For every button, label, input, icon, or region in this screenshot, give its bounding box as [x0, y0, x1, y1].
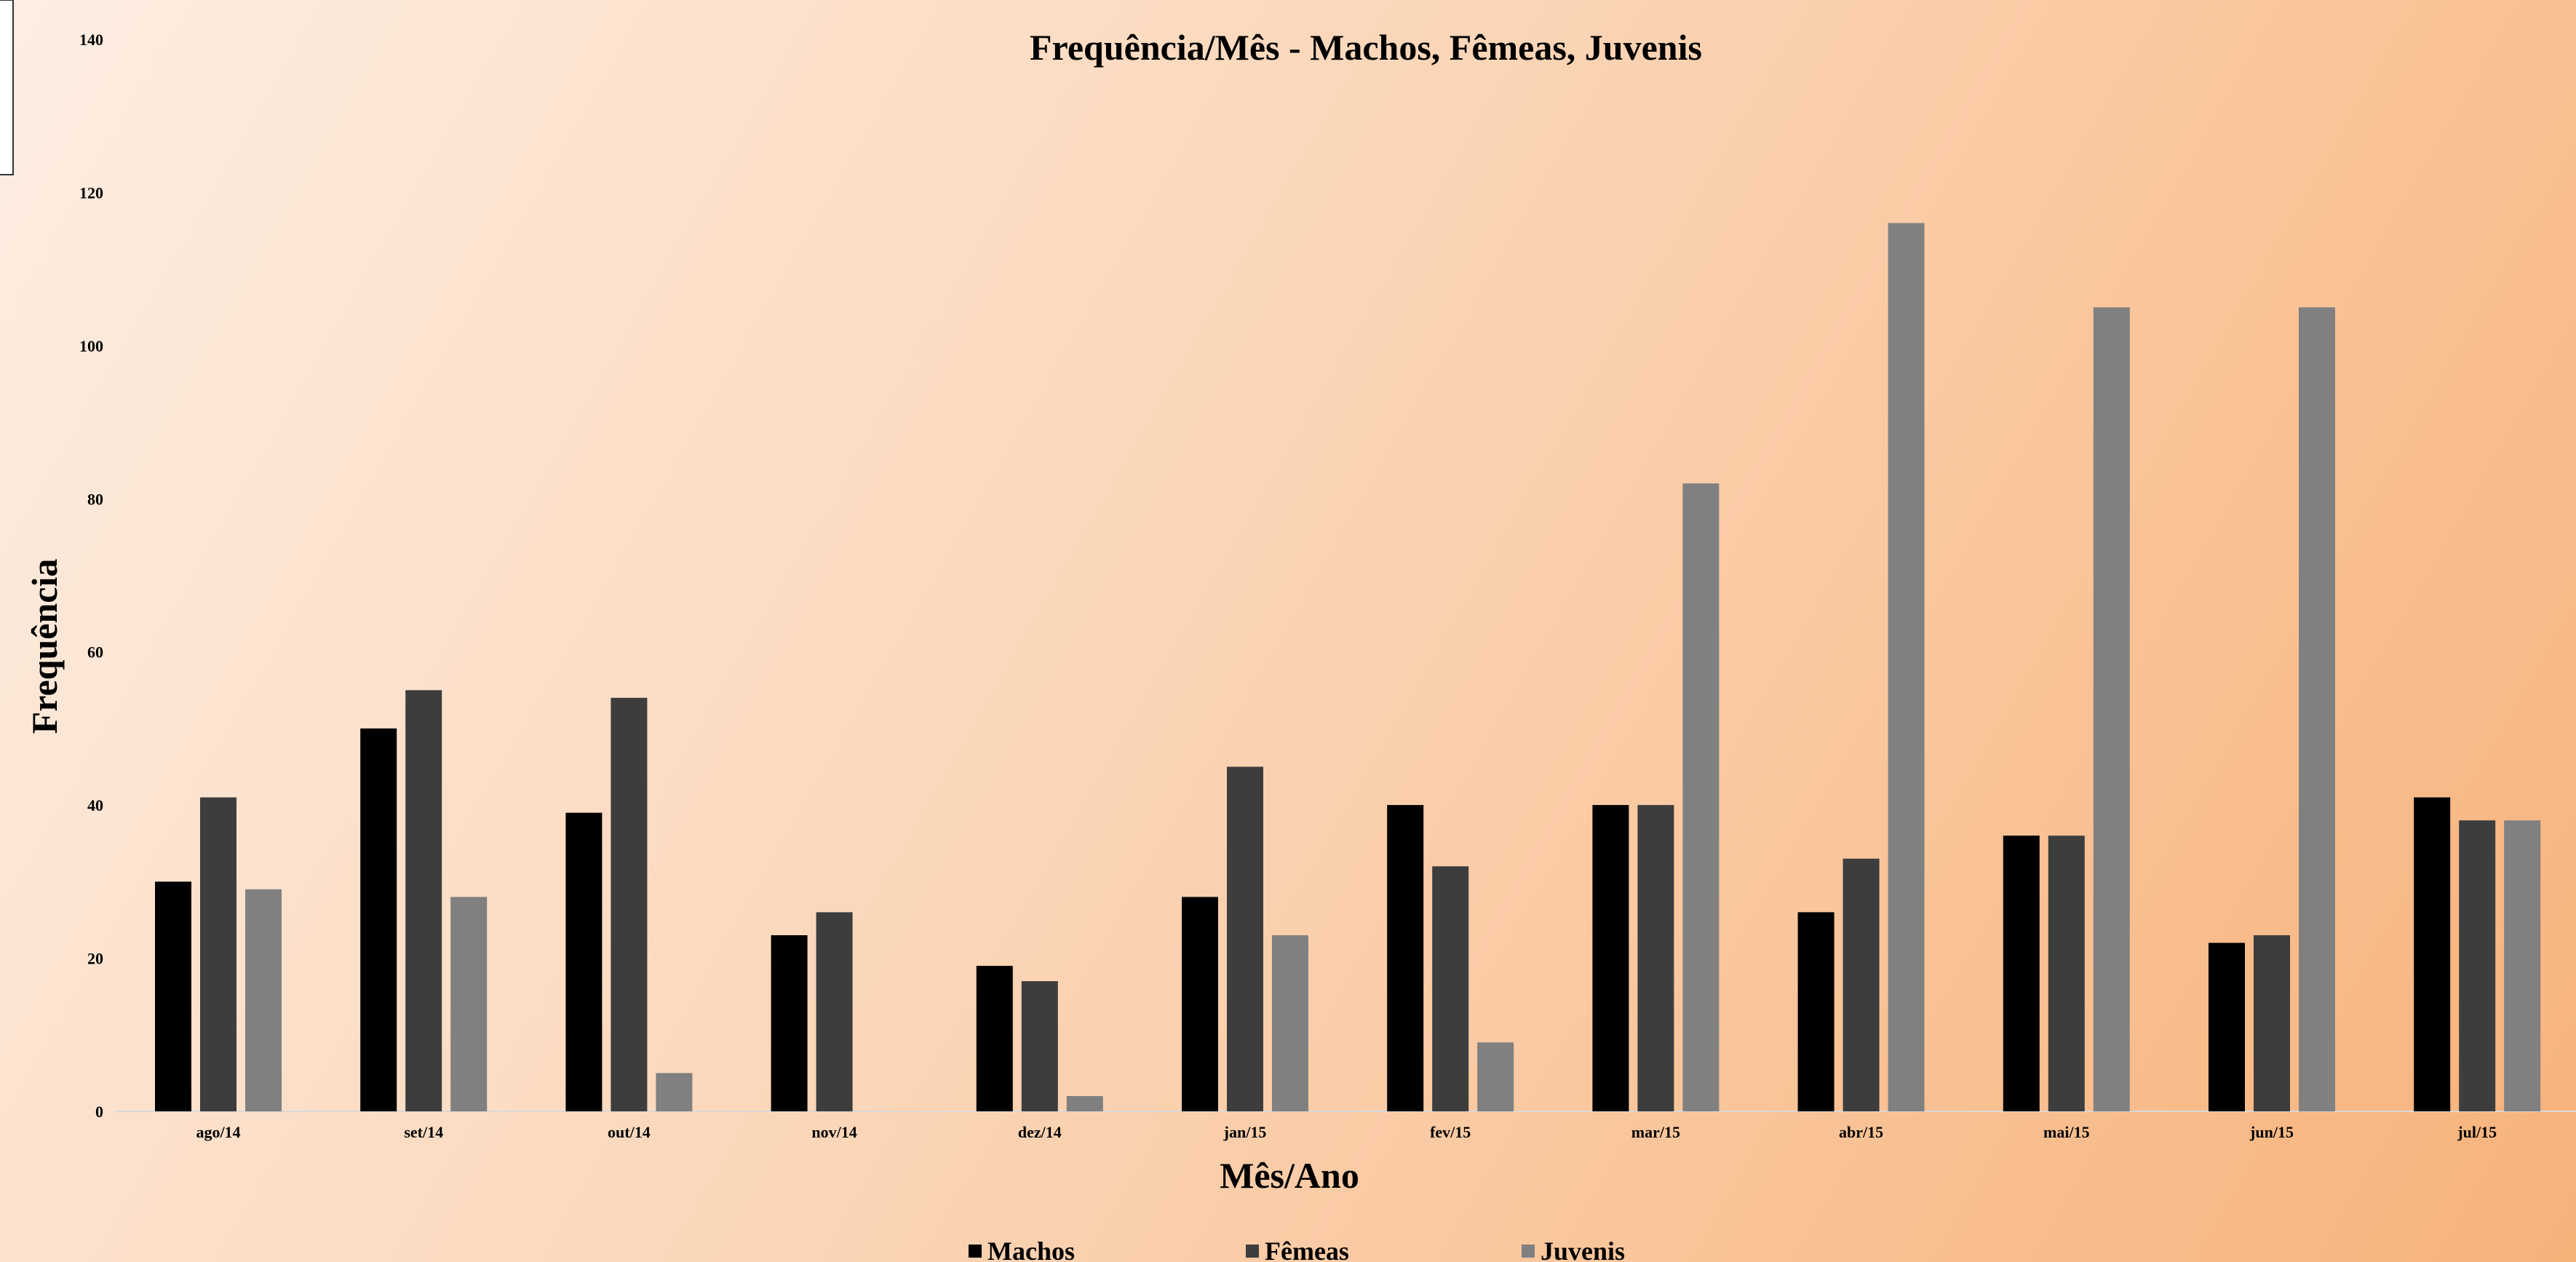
x-tick-label: out/14: [608, 1123, 651, 1141]
x-tick-label: set/14: [404, 1123, 443, 1141]
bar-f-meas-out-14: [611, 697, 648, 1111]
bar-machos-mai-15: [2003, 836, 2040, 1111]
bar-juvenis-jul-15: [2504, 820, 2541, 1111]
bar-machos-fev-15: [1387, 805, 1424, 1111]
y-tick-label: 20: [87, 950, 103, 968]
bar-f-meas-jan-15: [1227, 766, 1263, 1111]
x-tick-label: dez/14: [1018, 1123, 1062, 1141]
y-axis-title: Frequência: [24, 559, 65, 734]
bar-juvenis-abr-15: [1888, 223, 1925, 1111]
x-tick-label: abr/15: [1839, 1123, 1883, 1141]
legend-swatch: [1246, 1245, 1259, 1258]
bar-machos-dez-14: [976, 966, 1013, 1111]
bar-f-meas-mar-15: [1637, 805, 1674, 1111]
bar-f-meas-jul-15: [2459, 820, 2496, 1111]
bar-juvenis-mar-15: [1682, 483, 1720, 1111]
bar-f-meas-nov-14: [816, 912, 853, 1111]
bar-machos-abr-15: [1797, 912, 1834, 1111]
bar-machos-ago-14: [155, 881, 191, 1111]
y-tick-label: 100: [79, 337, 103, 355]
bar-machos-nov-14: [771, 935, 808, 1111]
bar-juvenis-fev-15: [1477, 1042, 1514, 1111]
bar-f-meas-jun-15: [2254, 935, 2290, 1111]
y-tick-label: 60: [87, 643, 103, 662]
x-tick-label: fev/15: [1430, 1123, 1471, 1141]
bar-machos-jun-15: [2209, 942, 2245, 1111]
bar-machos-jan-15: [1182, 897, 1218, 1111]
bar-f-meas-mai-15: [2048, 836, 2085, 1111]
bar-juvenis-set-14: [450, 897, 488, 1111]
bar-machos-out-14: [565, 812, 603, 1111]
x-tick-label: jan/15: [1223, 1123, 1267, 1141]
legend-swatch: [1522, 1245, 1535, 1258]
bar-machos-jul-15: [2414, 797, 2451, 1111]
y-tick-label: 0: [95, 1103, 103, 1121]
legend-label: Fêmeas: [1265, 1237, 1349, 1262]
bars-group: [155, 223, 2541, 1112]
legend-swatch: [969, 1245, 982, 1258]
bar-f-meas-fev-15: [1432, 866, 1469, 1111]
y-axis-ticks: 0 20 40 60 80 100 120 140: [79, 31, 103, 1121]
y-tick-label: 40: [87, 796, 103, 814]
bar-f-meas-ago-14: [200, 797, 236, 1111]
x-tick-label: mai/15: [2043, 1123, 2090, 1141]
x-tick-label: jun/15: [2249, 1123, 2294, 1141]
bar-f-meas-set-14: [405, 690, 442, 1111]
bar-machos-set-14: [360, 728, 397, 1111]
y-tick-label: 120: [79, 183, 103, 202]
x-tick-label: ago/14: [196, 1123, 240, 1141]
bar-juvenis-ago-14: [245, 889, 282, 1111]
legend: Machos Fêmeas Juvenis: [969, 1237, 1625, 1262]
y-tick-label: 140: [79, 31, 103, 49]
bar-juvenis-out-14: [656, 1073, 693, 1111]
bar-juvenis-mai-15: [2093, 307, 2130, 1112]
bar-juvenis-jan-15: [1272, 935, 1308, 1111]
bar-juvenis-dez-14: [1066, 1096, 1103, 1111]
chart-title: Frequência/Mês - Machos, Fêmeas, Juvenis: [1030, 27, 1702, 68]
legend-label: Machos: [987, 1237, 1075, 1262]
bar-machos-mar-15: [1592, 805, 1629, 1111]
x-tick-label: nov/14: [811, 1123, 856, 1141]
x-axis-title: Mês/Ano: [1220, 1155, 1359, 1196]
x-tick-label: jul/15: [2457, 1123, 2497, 1141]
legend-label: Juvenis: [1541, 1237, 1625, 1262]
y-tick-label: 80: [87, 490, 103, 508]
x-tick-label: mar/15: [1631, 1123, 1680, 1141]
bar-juvenis-jun-15: [2299, 307, 2335, 1112]
bar-f-meas-dez-14: [1021, 981, 1058, 1111]
corner-box: [0, 0, 14, 175]
bar-f-meas-abr-15: [1842, 858, 1880, 1111]
x-axis-ticks: ago/14 set/14 out/14 nov/14 dez/14 jan/15 fev/…: [196, 1123, 2497, 1141]
